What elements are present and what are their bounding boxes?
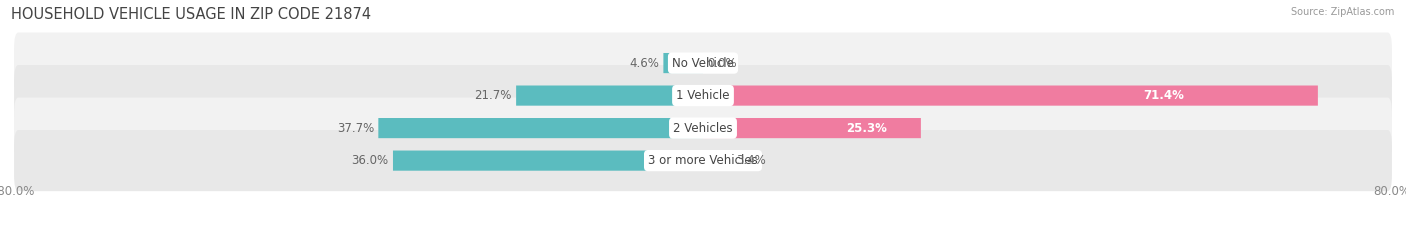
Text: 3.4%: 3.4%	[737, 154, 766, 167]
Text: 4.6%: 4.6%	[630, 57, 659, 70]
Text: 0.0%: 0.0%	[707, 57, 737, 70]
Text: No Vehicle: No Vehicle	[672, 57, 734, 70]
FancyBboxPatch shape	[14, 130, 1392, 191]
Text: 1 Vehicle: 1 Vehicle	[676, 89, 730, 102]
FancyBboxPatch shape	[378, 118, 703, 138]
Text: HOUSEHOLD VEHICLE USAGE IN ZIP CODE 21874: HOUSEHOLD VEHICLE USAGE IN ZIP CODE 2187…	[11, 7, 371, 22]
Text: 2 Vehicles: 2 Vehicles	[673, 122, 733, 135]
FancyBboxPatch shape	[703, 151, 733, 171]
Text: 71.4%: 71.4%	[1143, 89, 1185, 102]
FancyBboxPatch shape	[703, 118, 921, 138]
Text: 36.0%: 36.0%	[352, 154, 388, 167]
FancyBboxPatch shape	[392, 151, 703, 171]
FancyBboxPatch shape	[14, 33, 1392, 94]
Text: Source: ZipAtlas.com: Source: ZipAtlas.com	[1291, 7, 1395, 17]
FancyBboxPatch shape	[703, 86, 1317, 106]
Text: 25.3%: 25.3%	[846, 122, 887, 135]
Text: 21.7%: 21.7%	[474, 89, 512, 102]
Legend: Owner-occupied, Renter-occupied: Owner-occupied, Renter-occupied	[572, 230, 834, 233]
FancyBboxPatch shape	[664, 53, 703, 73]
FancyBboxPatch shape	[14, 65, 1392, 126]
Text: 37.7%: 37.7%	[337, 122, 374, 135]
Text: 3 or more Vehicles: 3 or more Vehicles	[648, 154, 758, 167]
FancyBboxPatch shape	[14, 98, 1392, 159]
FancyBboxPatch shape	[516, 86, 703, 106]
